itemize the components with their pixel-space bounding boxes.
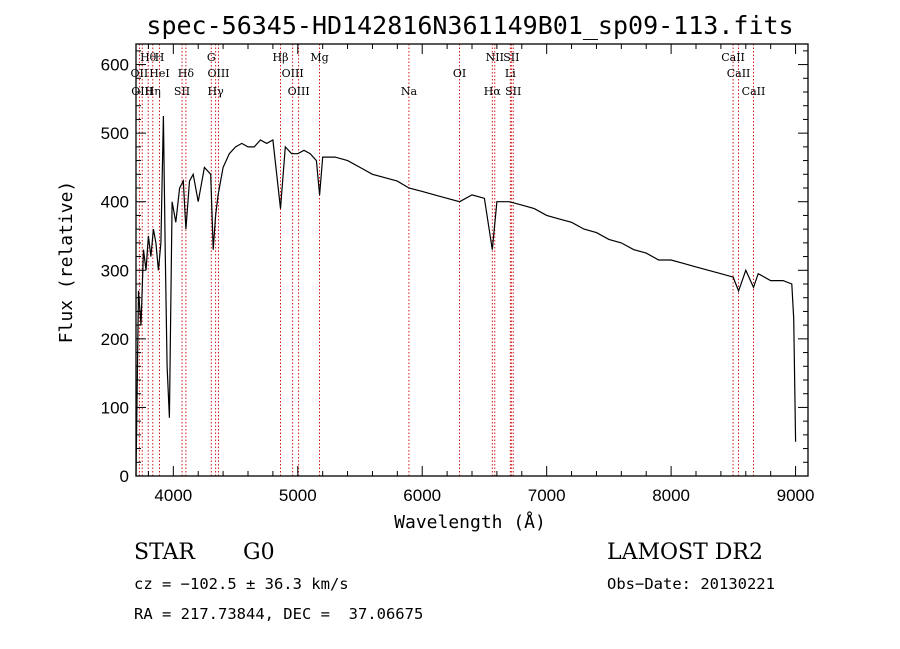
- line-label: Hβ: [273, 51, 289, 64]
- line-label: OIII: [288, 85, 310, 98]
- line-label: OI: [453, 67, 466, 80]
- y-tick-label: 400: [101, 193, 129, 212]
- x-axis-label: Wavelength (Å): [394, 511, 546, 533]
- plot-frame: [135, 43, 809, 477]
- line-label: CaII: [721, 51, 745, 64]
- obs-date-text: Obs−Date: 20130221: [607, 575, 775, 593]
- line-label: OIII: [207, 67, 229, 80]
- line-label: OIII: [282, 67, 304, 80]
- chart-title: spec-56345-HD142816N361149B01_sp09-113.f…: [146, 11, 793, 40]
- line-label: HeI: [149, 67, 169, 80]
- x-tick-label: 7000: [528, 486, 566, 505]
- y-tick-label: 200: [101, 330, 129, 349]
- line-label: OIII: [131, 85, 153, 98]
- x-tick-label: 9000: [777, 486, 815, 505]
- line-label: SII: [505, 85, 521, 98]
- object-subclass: G0: [243, 540, 275, 565]
- line-label: SII: [503, 51, 519, 64]
- survey-name: LAMOST DR2: [607, 540, 763, 565]
- line-label: CaII: [727, 67, 751, 80]
- line-label: Hη: [145, 85, 161, 98]
- x-tick-label: 6000: [403, 486, 441, 505]
- line-label: CaII: [742, 85, 766, 98]
- line-label: SII: [174, 85, 190, 98]
- redshift-text: cz = −102.5 ± 36.3 km/s: [134, 575, 349, 593]
- object-type: STAR: [134, 540, 195, 565]
- line-label: OII: [131, 67, 149, 80]
- line-label: G: [207, 51, 216, 64]
- line-label: Na: [401, 85, 418, 98]
- x-tick-label: 4000: [154, 486, 192, 505]
- line-label: Hα: [484, 85, 502, 98]
- line-label: H: [155, 51, 165, 64]
- axis-ticks: 4000 5000 6000 7000 8000 9000 0 100 200 300 400 500…: [101, 44, 815, 505]
- line-label: Hθ: [140, 51, 157, 64]
- y-tick-label: 500: [101, 124, 129, 143]
- y-tick-label: 300: [101, 261, 129, 280]
- line-label: Li: [505, 67, 516, 80]
- line-label: Hδ: [178, 67, 195, 80]
- line-label: Hγ: [208, 85, 225, 98]
- x-tick-label: 8000: [652, 486, 690, 505]
- coordinates-text: RA = 217.73844, DEC = 37.06675: [134, 605, 424, 623]
- y-tick-label: 100: [101, 398, 129, 417]
- line-label: NII: [486, 51, 504, 64]
- y-axis-label: Flux (relative): [56, 181, 77, 344]
- line-label: Mg: [310, 51, 328, 64]
- y-tick-label: 600: [101, 56, 129, 75]
- x-tick-label: 5000: [279, 486, 317, 505]
- spectrum-series-line: [135, 115, 797, 477]
- y-tick-label: 0: [120, 467, 129, 486]
